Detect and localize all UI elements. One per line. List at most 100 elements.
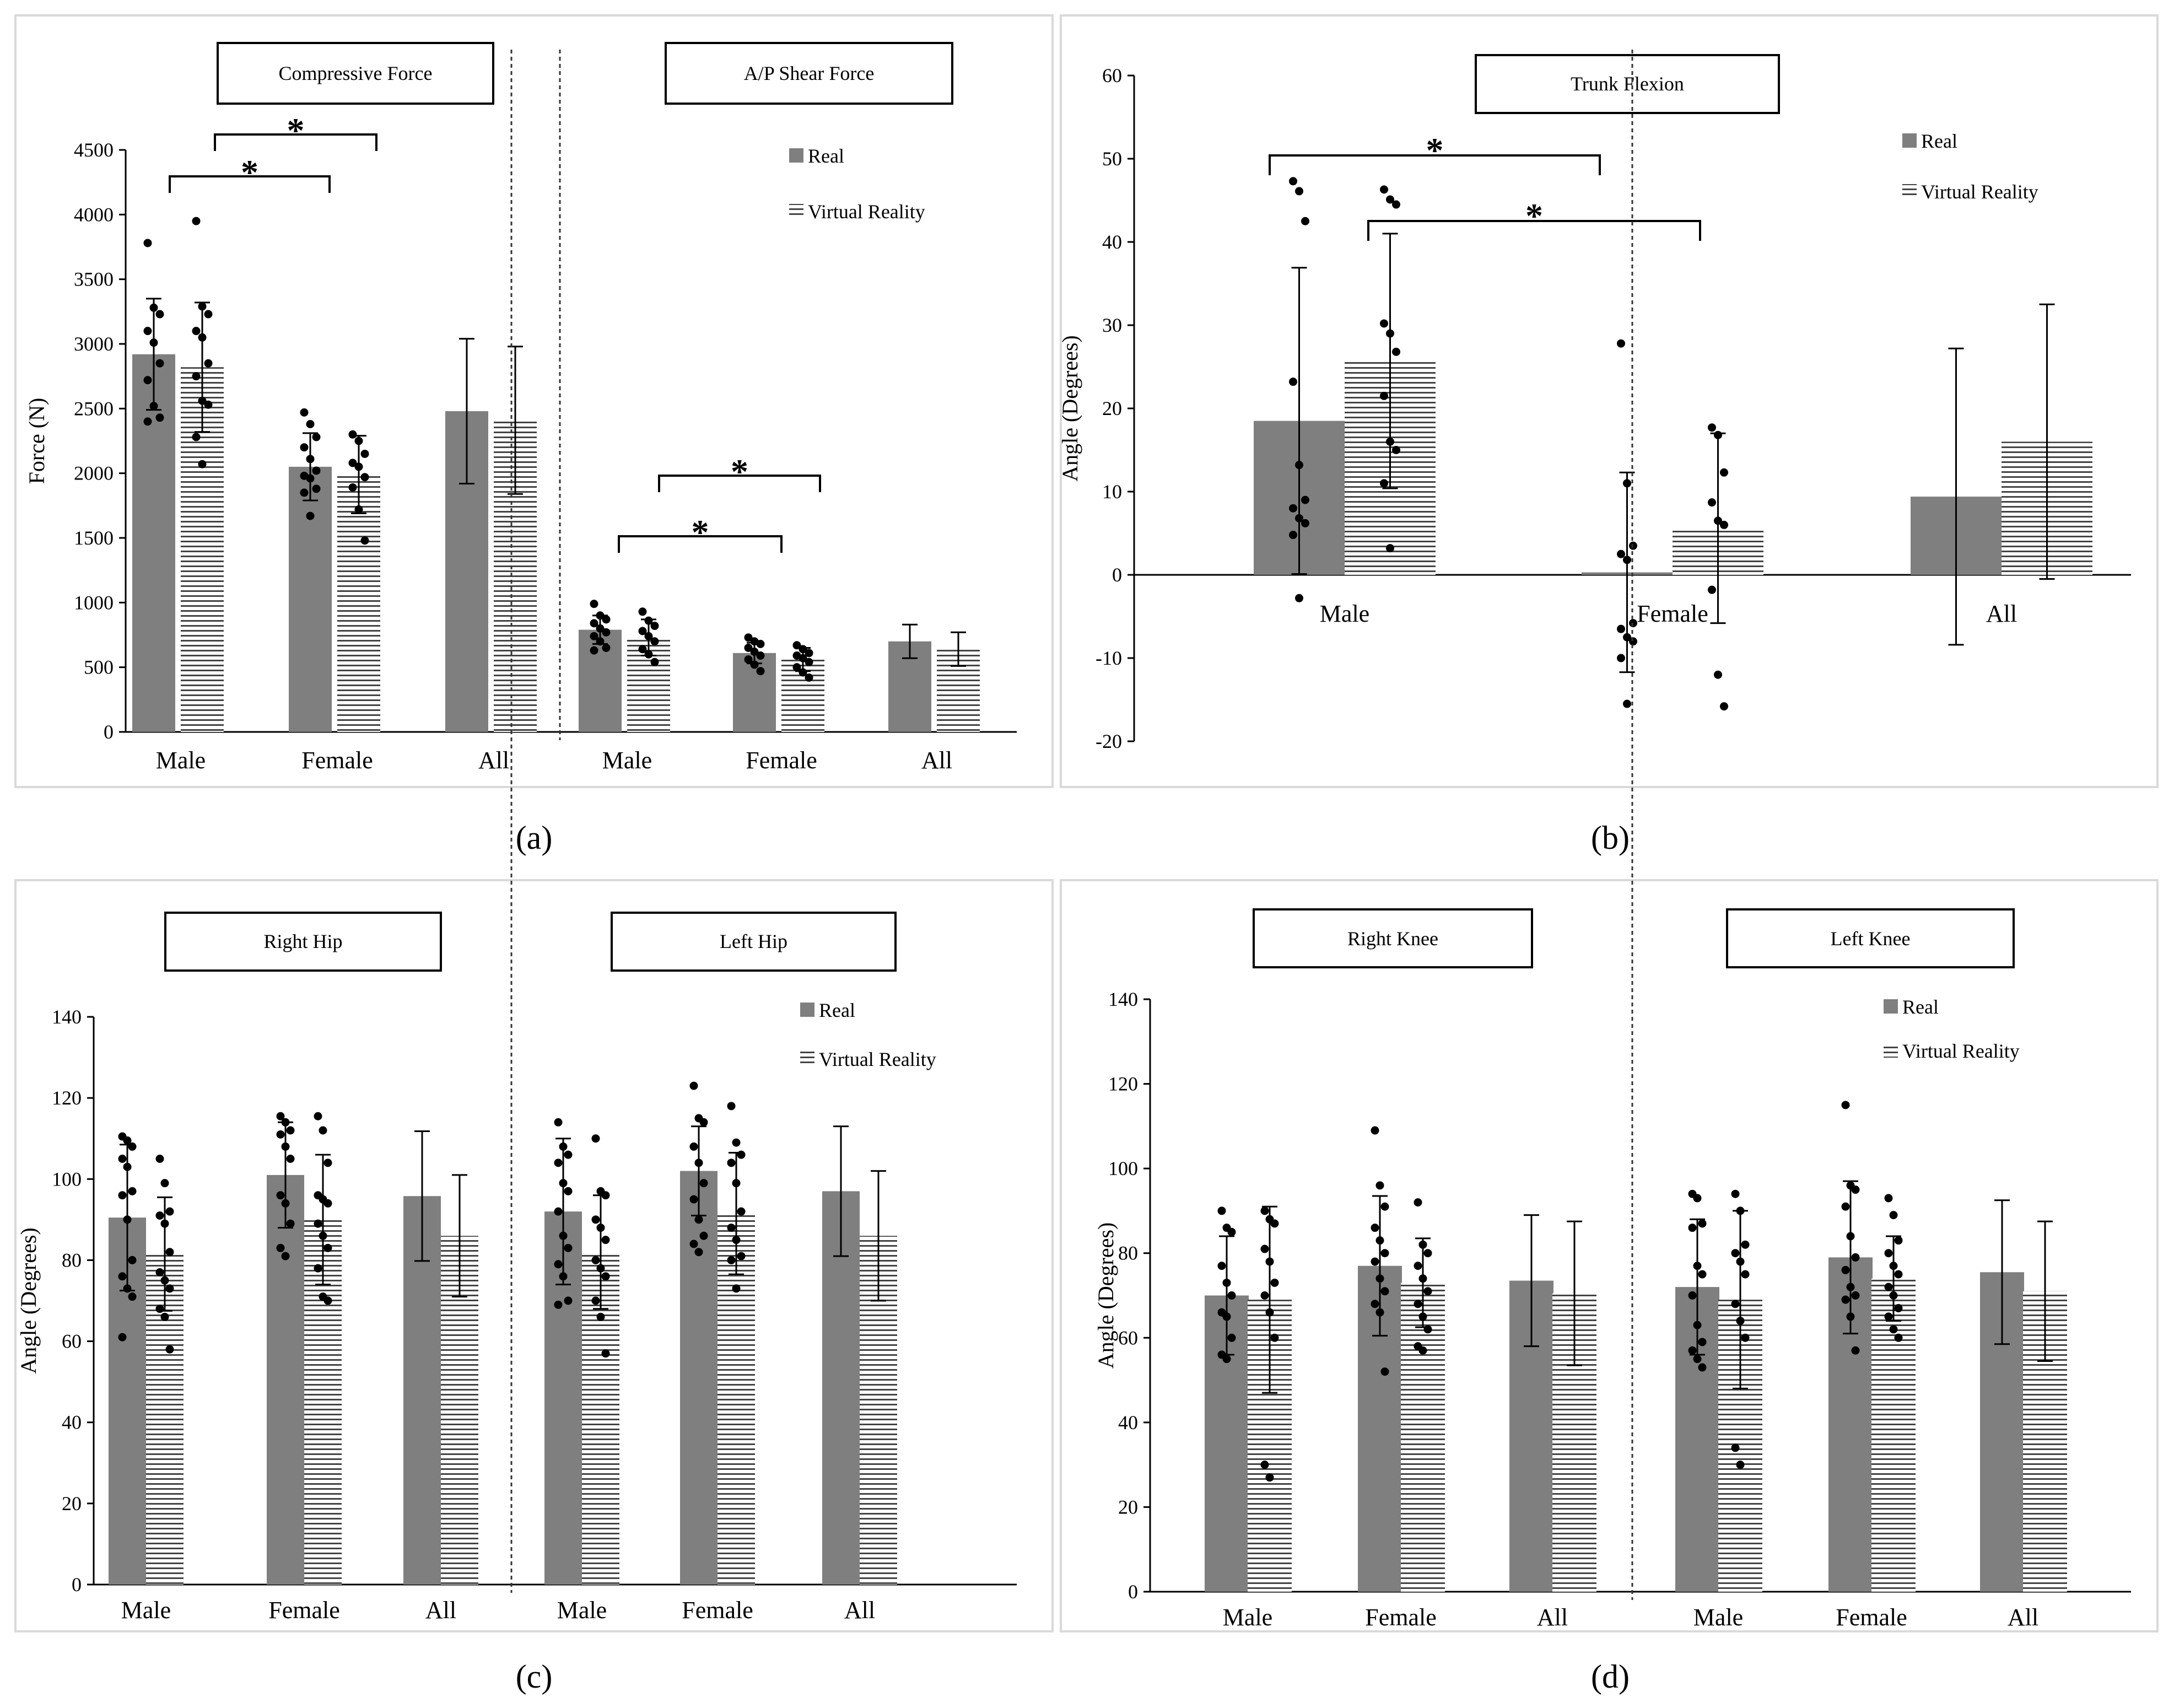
data-point [750, 660, 759, 669]
data-point [165, 1284, 174, 1293]
data-point [300, 443, 309, 452]
data-point [1423, 1325, 1432, 1334]
data-point [354, 505, 363, 514]
data-point [360, 473, 369, 482]
data-point [1375, 1308, 1384, 1317]
data-point [694, 1248, 703, 1257]
data-point [756, 639, 765, 648]
data-point [596, 637, 605, 646]
panel-b-frame [1060, 14, 2159, 788]
data-point [149, 402, 158, 411]
data-point [1270, 1333, 1279, 1342]
data-point [1418, 1312, 1427, 1321]
y-tick-label: 50 [1102, 148, 1122, 170]
data-point [155, 1211, 164, 1220]
data-point [1623, 479, 1631, 488]
panel-c-plot: 0 20 40 60 80 100 120 140 Angle (Degrees) Right H… [16, 50, 1017, 1624]
x-category-label: Male [121, 1597, 171, 1624]
data-point [1708, 423, 1716, 432]
data-point [1698, 1270, 1707, 1279]
data-point [694, 1159, 703, 1167]
x-category-label: Male [1320, 600, 1369, 627]
data-point [727, 1159, 736, 1167]
data-point [281, 1199, 290, 1208]
data-point [192, 372, 201, 381]
data-point [354, 462, 363, 471]
data-point [1386, 195, 1394, 204]
data-point [1884, 1194, 1893, 1203]
group-left-knee: Left Knee Male Female All [1675, 908, 2067, 1631]
data-point [165, 1345, 174, 1354]
data-point [1841, 1265, 1850, 1274]
data-point [1423, 1249, 1432, 1258]
x-category-label: Male [602, 747, 652, 774]
data-point [1736, 1206, 1745, 1215]
data-point [348, 459, 357, 467]
y-tick-label: 1000 [74, 591, 114, 613]
data-point [1414, 1262, 1422, 1270]
data-point [204, 310, 213, 319]
data-point [1688, 1346, 1697, 1355]
data-point [1693, 1321, 1702, 1329]
data-point [306, 511, 315, 520]
data-point [1301, 217, 1309, 225]
group-title: Left Hip [720, 930, 787, 952]
data-point [1380, 319, 1388, 328]
data-point [1731, 1189, 1740, 1198]
x-category-label: All [425, 1597, 456, 1624]
data-point [143, 327, 152, 336]
data-point [554, 1260, 563, 1269]
legend: Real Virtual Reality [1884, 996, 2020, 1062]
data-point [1736, 1257, 1745, 1266]
significance-bracket [618, 535, 783, 553]
data-point [1380, 479, 1388, 488]
data-point [1375, 1236, 1384, 1245]
data-point [118, 1333, 127, 1341]
data-point [1884, 1249, 1893, 1258]
data-point [1714, 430, 1722, 439]
group-title-box [1253, 908, 1533, 968]
data-point [554, 1207, 563, 1216]
data-point [1889, 1262, 1898, 1270]
bar-real-male [579, 629, 622, 732]
legend-swatch-vr [800, 1052, 814, 1066]
group-title: Left Knee [1831, 928, 1911, 950]
data-point [799, 645, 807, 654]
data-point [601, 1236, 610, 1244]
data-point [805, 649, 813, 658]
data-point [286, 1219, 295, 1228]
data-point [276, 1112, 285, 1120]
bar-vr-female [718, 1213, 755, 1585]
bar-vr-female [337, 475, 380, 732]
bar-real-female [289, 466, 332, 732]
group-a-p-shear-force: A/P Shear Force Male Female All * * [579, 42, 980, 774]
data-point [1386, 329, 1394, 338]
data-point [1295, 514, 1303, 522]
data-point [1295, 594, 1303, 602]
y-tick-label: 40 [1118, 1411, 1138, 1434]
data-point [143, 239, 152, 247]
data-point [1217, 1206, 1226, 1215]
data-point [160, 1219, 169, 1228]
data-point [1623, 699, 1631, 708]
legend-label-vr: Virtual Reality [808, 201, 925, 223]
group-title: Right Hip [263, 930, 342, 952]
data-point [737, 1207, 746, 1216]
data-point [732, 1236, 741, 1244]
data-point [744, 633, 753, 642]
data-point [1629, 637, 1637, 646]
data-point [281, 1118, 290, 1127]
data-point [554, 1159, 563, 1167]
data-point [1693, 1355, 1702, 1364]
data-point [805, 658, 813, 666]
data-point [1270, 1219, 1279, 1228]
data-point [286, 1126, 295, 1135]
x-category-label: Female [301, 747, 373, 774]
data-point [559, 1272, 568, 1281]
data-point [699, 1179, 708, 1188]
data-point [1720, 520, 1728, 529]
data-point [1380, 1367, 1389, 1376]
data-point [1693, 1194, 1702, 1203]
data-point [744, 655, 753, 664]
